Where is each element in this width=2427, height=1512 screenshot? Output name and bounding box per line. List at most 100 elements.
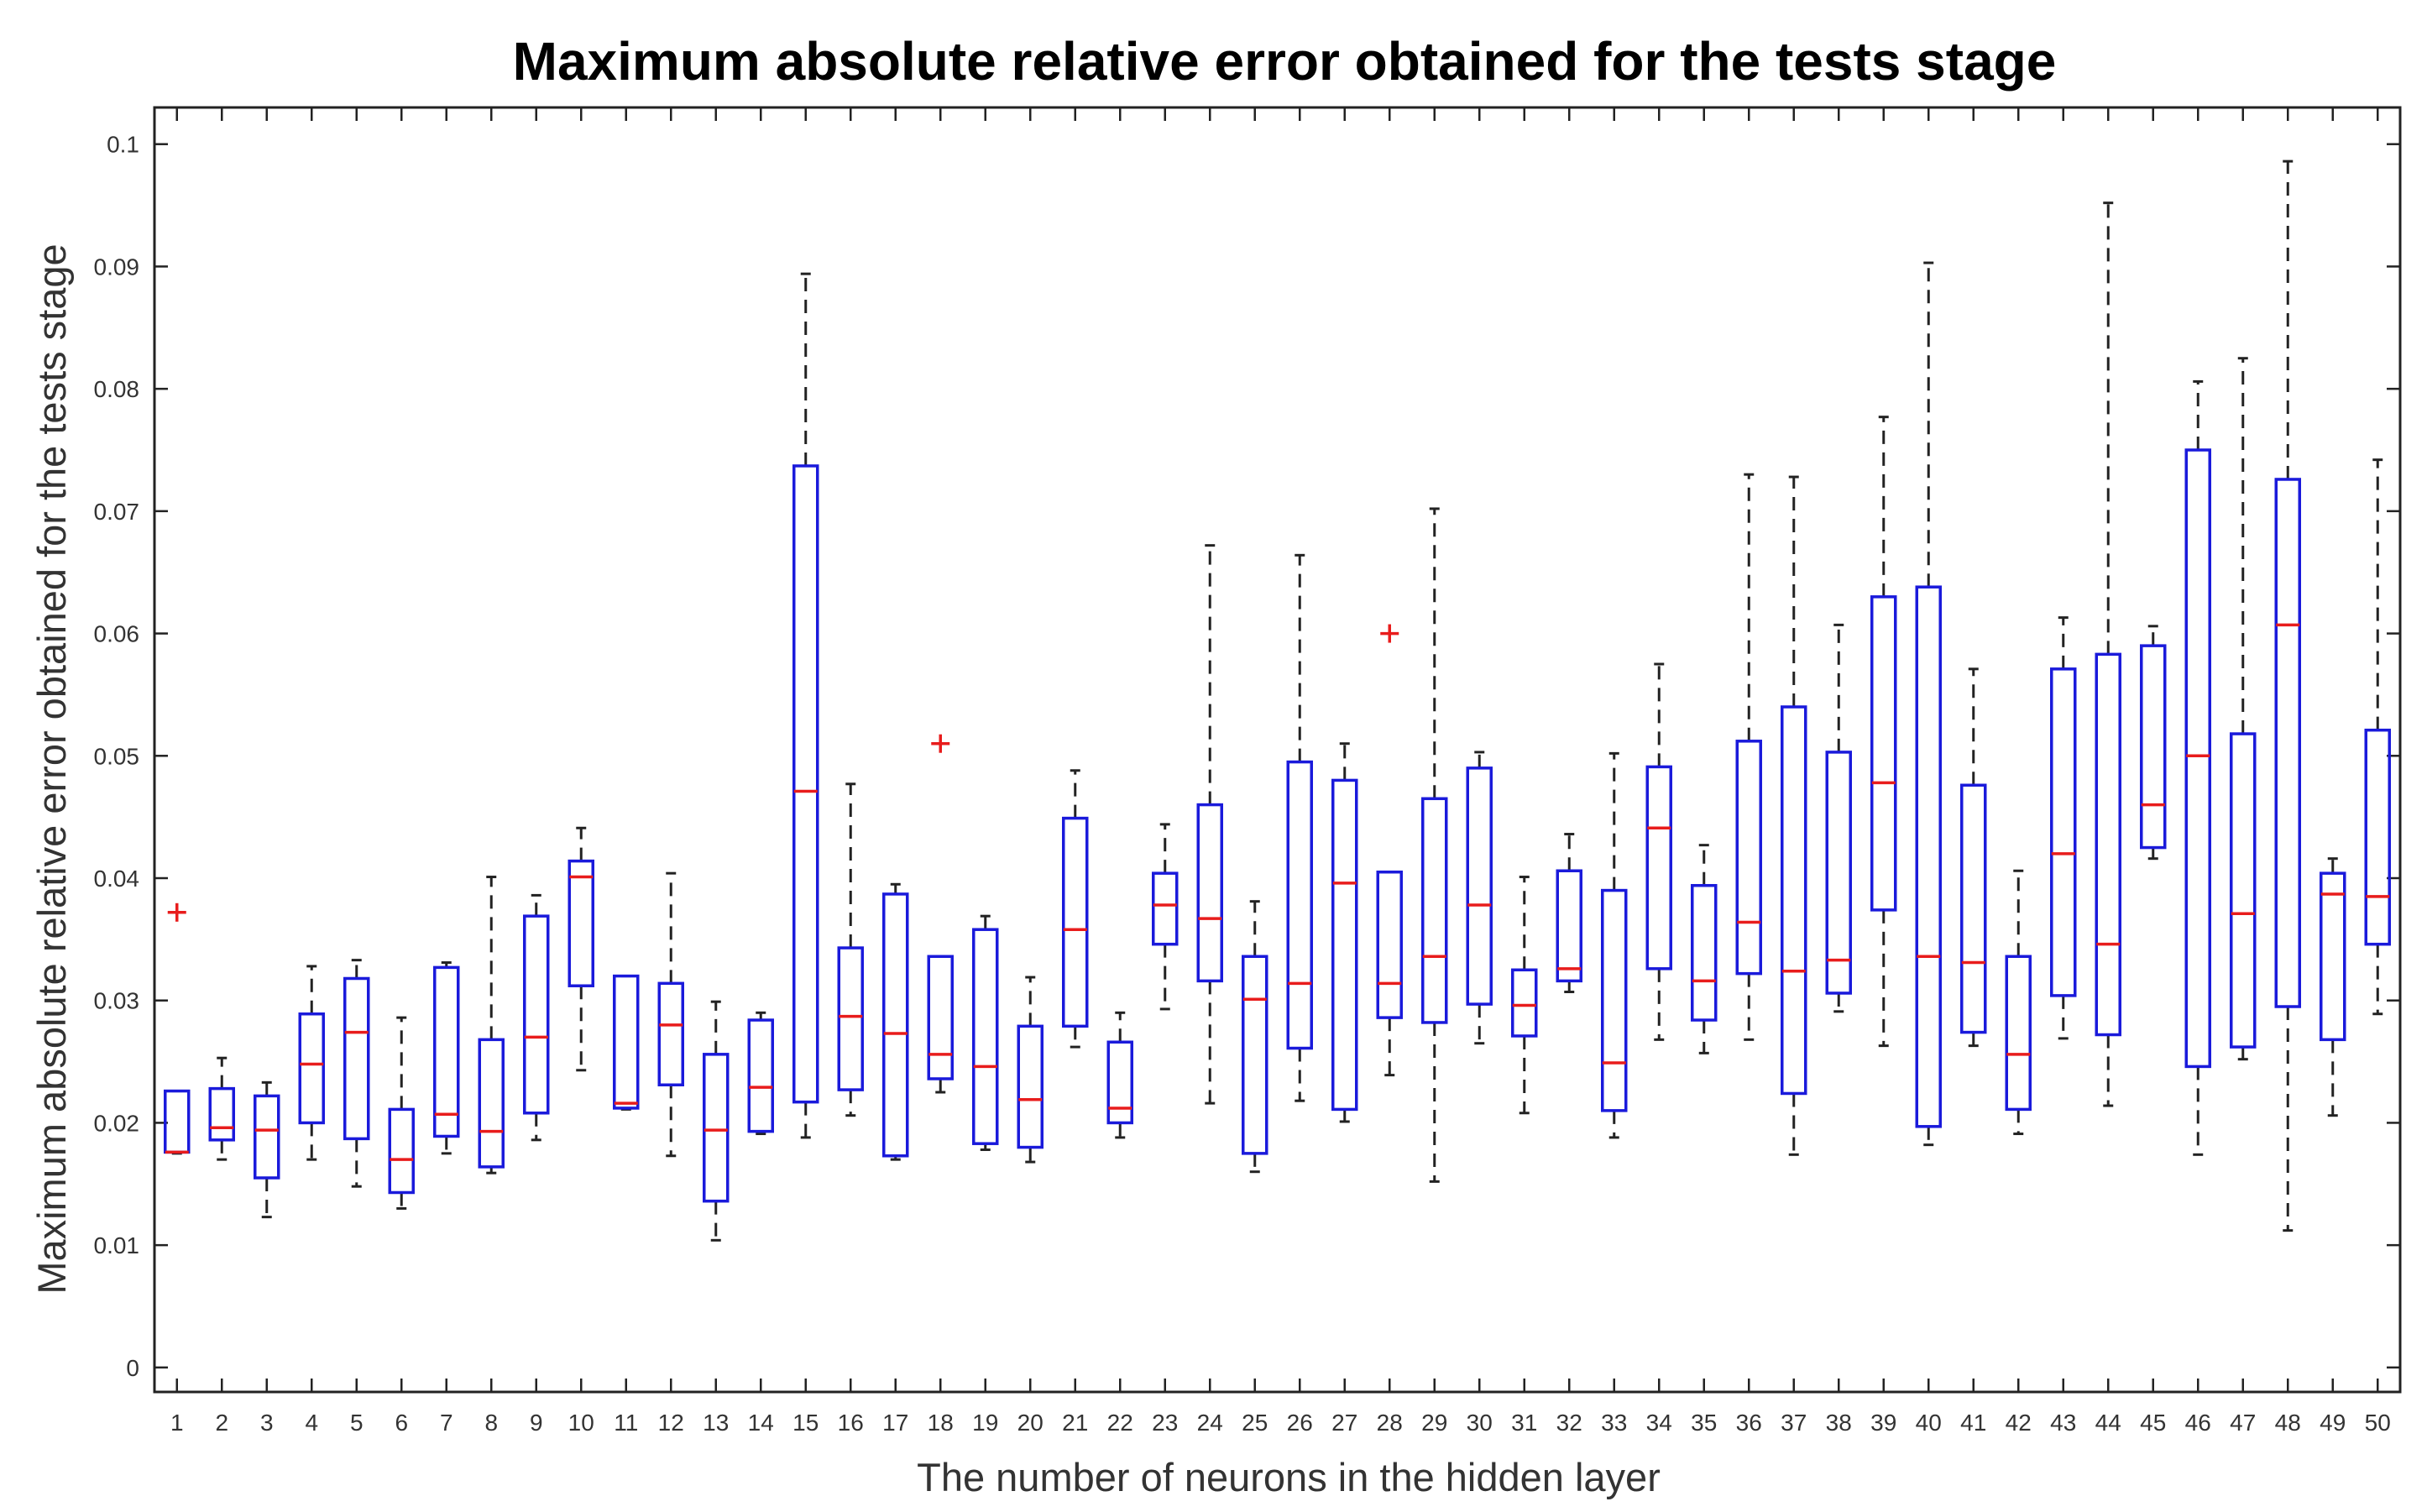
y-tick-label: 0	[126, 1355, 139, 1381]
box-49	[2320, 857, 2346, 1117]
iqr-box	[164, 1089, 191, 1154]
box-9	[523, 893, 550, 1142]
iqr-box	[882, 892, 909, 1158]
box-10	[568, 826, 594, 1072]
x-tick-label: 1	[170, 1410, 184, 1436]
box-28	[1376, 624, 1403, 1077]
x-tick-label: 32	[1556, 1410, 1582, 1436]
plot-area-frame	[153, 106, 2402, 1394]
x-tick-label: 48	[2275, 1410, 2301, 1436]
iqr-box	[747, 1018, 774, 1133]
box-18	[927, 734, 954, 1094]
x-tick-label: 27	[1331, 1410, 1357, 1436]
box-33	[1601, 751, 1628, 1139]
iqr-box	[1781, 705, 1807, 1096]
x-tick-label: 34	[1646, 1410, 1672, 1436]
box-27	[1331, 742, 1358, 1123]
iqr-box	[1017, 1024, 1044, 1149]
x-tick-label: 43	[2050, 1410, 2076, 1436]
box-35	[1691, 844, 1718, 1054]
x-tick-label: 3	[260, 1410, 274, 1436]
x-tick-label: 47	[2230, 1410, 2256, 1436]
box-20	[1017, 976, 1044, 1164]
iqr-box	[792, 464, 819, 1104]
x-tick-label: 31	[1511, 1410, 1537, 1436]
iqr-box	[1511, 968, 1538, 1038]
y-axis: 0 0.01 0.02 0.03 0.04 0.05 0.06 0.07 0.08 0.09 0.1	[94, 132, 2400, 1381]
iqr-box	[927, 955, 954, 1080]
box-22	[1106, 1011, 1133, 1139]
box-42	[2005, 869, 2032, 1136]
x-tick-label: 25	[1242, 1410, 1268, 1436]
x-tick-label: 39	[1870, 1410, 1896, 1436]
box-2	[208, 1056, 235, 1161]
box-16	[837, 782, 864, 1117]
x-axis-label: The number of neurons in the hidden laye…	[917, 1455, 1661, 1499]
y-tick-label: 0.02	[94, 1110, 140, 1136]
iqr-box	[1242, 955, 1268, 1155]
iqr-box	[1870, 595, 1897, 912]
y-tick-label: 0.01	[94, 1232, 140, 1258]
x-tick-label: 22	[1107, 1410, 1133, 1436]
iqr-box	[1960, 783, 1987, 1034]
iqr-box	[1106, 1040, 1133, 1125]
iqr-box	[1421, 797, 1448, 1024]
box-32	[1556, 833, 1582, 994]
x-tick-label: 50	[2365, 1410, 2391, 1436]
x-tick-label: 17	[882, 1410, 908, 1436]
y-tick-label: 0.08	[94, 376, 140, 402]
box-25	[1242, 900, 1268, 1174]
x-tick-label: 36	[1736, 1410, 1762, 1436]
iqr-box	[613, 974, 640, 1110]
box-12	[657, 871, 684, 1158]
iqr-box	[1735, 740, 1762, 976]
iqr-box	[837, 946, 864, 1091]
x-tick-label: 46	[2185, 1410, 2211, 1436]
x-tick-label: 14	[748, 1410, 774, 1436]
box-14	[747, 1011, 774, 1136]
x-tick-label: 49	[2320, 1410, 2346, 1436]
box-4	[298, 965, 325, 1161]
outlier-marker	[1380, 624, 1399, 643]
x-tick-label: 38	[1826, 1410, 1852, 1436]
iqr-box	[1286, 760, 1313, 1050]
y-tick-label: 0.03	[94, 988, 140, 1014]
box-19	[972, 914, 999, 1151]
x-tick-label: 15	[792, 1410, 819, 1436]
iqr-box	[208, 1086, 235, 1142]
x-tick-label: 35	[1691, 1410, 1717, 1436]
chart-title: Maximum absolute relative error obtained…	[513, 31, 2057, 92]
iqr-box	[1331, 778, 1358, 1112]
y-axis-label: Maximum absolute relative error obtained…	[29, 243, 74, 1294]
box-34	[1645, 662, 1672, 1041]
iqr-box	[568, 859, 594, 987]
iqr-box	[1825, 751, 1852, 995]
box-24	[1196, 544, 1223, 1105]
x-tick-label: 41	[1960, 1410, 1986, 1436]
box-1	[164, 902, 191, 1155]
y-tick-label: 0.05	[94, 743, 140, 769]
y-tick-label: 0.09	[94, 254, 140, 280]
x-tick-label: 26	[1287, 1410, 1313, 1436]
x-tick-label: 12	[658, 1410, 684, 1436]
box-39	[1870, 416, 1897, 1048]
x-tick-label: 9	[530, 1410, 543, 1436]
x-axis: 1 2 3 4 5 6 7 8 9 10 11 12 13 14 15 16 17 18 19 20 21 22 23 24 2…	[170, 107, 2391, 1436]
y-tick-label: 0.06	[94, 621, 140, 647]
x-tick-label: 19	[972, 1410, 998, 1436]
box-7	[433, 961, 460, 1155]
x-tick-label: 8	[484, 1410, 498, 1436]
box-38	[1825, 623, 1852, 1013]
box-17	[882, 882, 909, 1161]
x-tick-label: 24	[1197, 1410, 1223, 1436]
box-5	[343, 959, 370, 1188]
y-tick-label: 0.1	[107, 132, 139, 158]
box-43	[2050, 616, 2077, 1040]
x-tick-label: 21	[1062, 1410, 1088, 1436]
box-44	[2095, 201, 2121, 1107]
box-29	[1421, 507, 1448, 1183]
box-41	[1960, 667, 1987, 1048]
iqr-box	[343, 976, 370, 1141]
iqr-box	[2140, 644, 2167, 850]
